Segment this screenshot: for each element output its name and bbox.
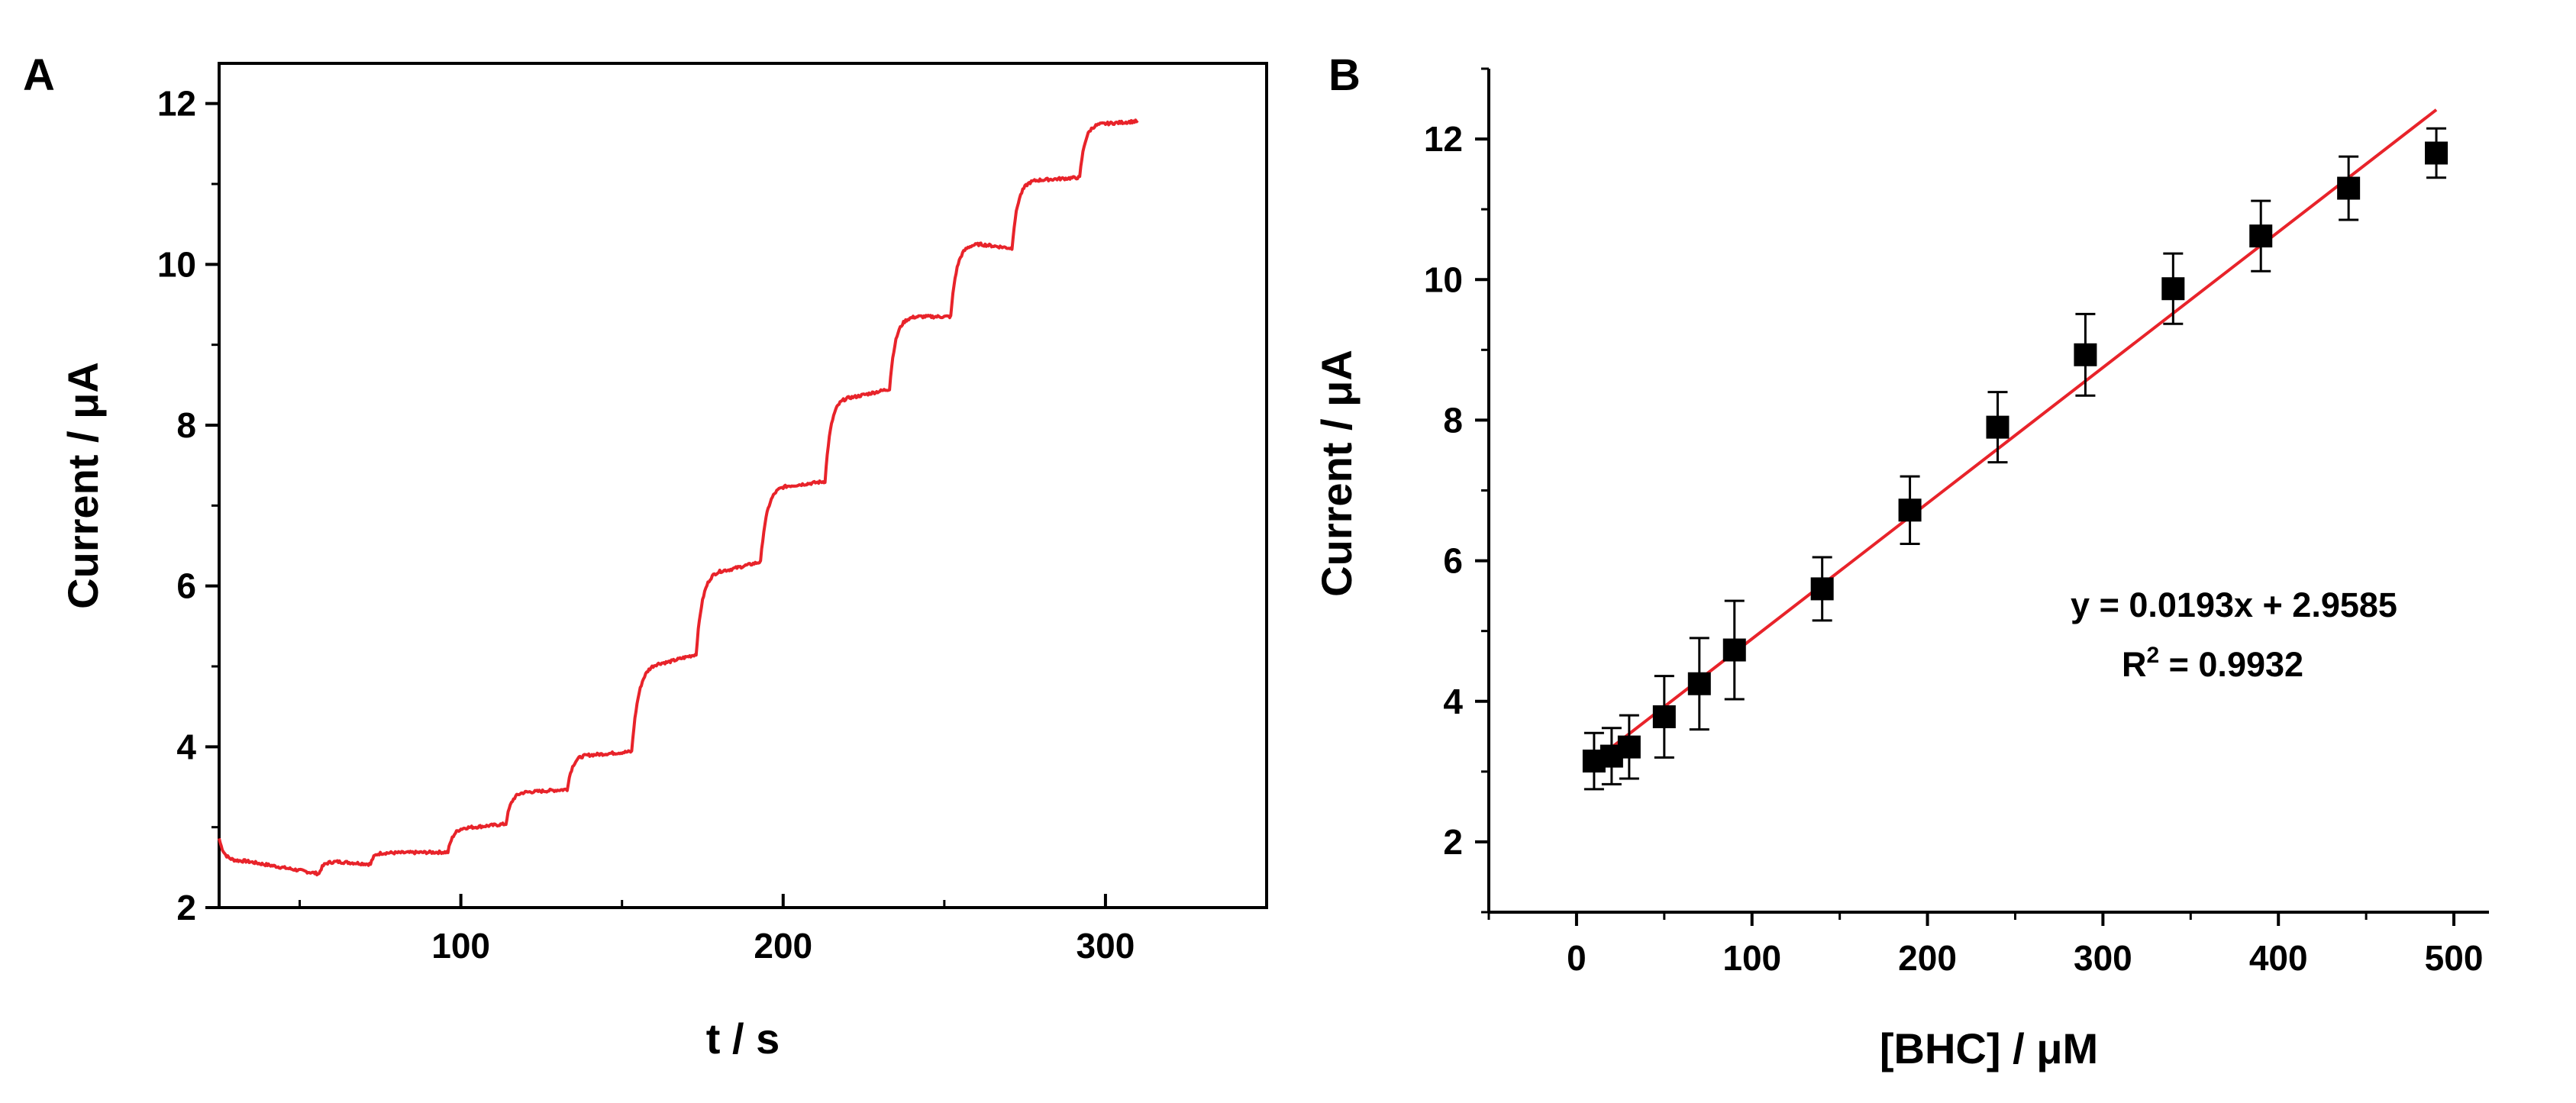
data-marker — [2161, 277, 2185, 301]
panel-a-x-ticks: 100 200 300 — [299, 894, 1135, 966]
panel-b-y-tick-label: 4 — [1443, 682, 1463, 721]
data-point — [2425, 127, 2448, 179]
panel-b-x-tick-label: 200 — [1898, 938, 1957, 978]
data-marker — [1722, 638, 1746, 662]
data-marker — [1652, 705, 1676, 729]
panel-a-y-tick-label: 4 — [176, 727, 196, 766]
panel-b-x-tick-label: 0 — [1567, 938, 1587, 978]
panel-a-y-tick-label: 8 — [176, 405, 196, 445]
panel-a-x-tick-label: 300 — [1077, 926, 1135, 966]
linear-fit-line — [1593, 108, 2438, 763]
data-marker — [1898, 498, 1922, 522]
panel-b: B 0 100 200 300 400 500 2 4 6 8 10 12 y = 0.0193x … — [1312, 50, 2489, 1072]
panel-b-y-tick-label: 2 — [1443, 822, 1463, 862]
panel-a-letter: A — [23, 50, 55, 100]
panel-a-x-tick-label: 100 — [431, 926, 490, 966]
panel-a-y-tick-label: 6 — [176, 566, 196, 606]
data-point — [1722, 599, 1746, 701]
data-point — [1986, 391, 2009, 464]
data-point — [2161, 252, 2185, 325]
calibration-points — [1582, 127, 2448, 791]
panel-b-y-ticks: 2 4 6 8 10 12 — [1424, 67, 1489, 914]
fit-r-squared: R2 = 0.9932 — [2122, 643, 2303, 684]
data-point — [2249, 199, 2273, 273]
current-trace-line — [218, 118, 1139, 877]
data-point — [2337, 155, 2361, 221]
panel-b-y-tick-label: 12 — [1424, 119, 1463, 159]
panel-b-x-tick-label: 500 — [2425, 938, 2484, 978]
data-point — [1898, 475, 1922, 545]
panel-a-y-ticks: 2 4 6 8 10 12 — [157, 84, 219, 927]
panel-a-frame — [218, 62, 1268, 909]
panel-b-x-tick-label: 100 — [1722, 938, 1781, 978]
data-marker — [1617, 735, 1641, 759]
panel-b-x-axis-label: [BHC] / μM — [1880, 1024, 2098, 1072]
data-point — [1687, 637, 1711, 731]
panel-b-x-ticks: 0 100 200 300 400 500 — [1487, 912, 2484, 978]
panel-a-x-tick-label: 200 — [754, 926, 812, 966]
data-marker — [2337, 176, 2361, 200]
data-point — [2074, 312, 2097, 397]
r2-superscript: 2 — [2146, 643, 2159, 668]
data-point — [1810, 556, 1834, 622]
panel-a-y-tick-label: 2 — [176, 888, 196, 927]
panel-b-y-tick-label: 6 — [1443, 541, 1463, 581]
panel-a: A 100 200 300 2 4 6 8 10 12 t / s Current / μA — [23, 50, 1268, 1063]
panel-b-y-axis-label: Current / μA — [1312, 350, 1361, 597]
r2-base: R — [2122, 645, 2147, 684]
panel-b-letter: B — [1328, 50, 1361, 100]
panel-a-y-axis-label: Current / μA — [59, 362, 107, 609]
panel-b-x-tick-label: 400 — [2249, 938, 2308, 978]
panel-a-y-tick-label: 12 — [157, 84, 196, 124]
data-marker — [2074, 343, 2097, 366]
panel-a-y-tick-label: 10 — [157, 244, 196, 284]
data-marker — [2249, 224, 2273, 248]
data-point — [1652, 675, 1676, 759]
data-marker — [1687, 672, 1711, 695]
r2-value: = 0.9932 — [2159, 645, 2303, 684]
panel-a-x-axis-label: t / s — [706, 1014, 780, 1063]
panel-b-x-tick-label: 300 — [2074, 938, 2132, 978]
data-point — [1617, 714, 1641, 780]
data-marker — [2425, 141, 2448, 165]
data-marker — [1986, 415, 2009, 439]
panel-b-y-tick-label: 10 — [1424, 260, 1463, 299]
panel-b-y-tick-label: 8 — [1443, 400, 1463, 440]
data-marker — [1810, 577, 1834, 601]
fit-equation: y = 0.0193x + 2.9585 — [2071, 585, 2397, 624]
